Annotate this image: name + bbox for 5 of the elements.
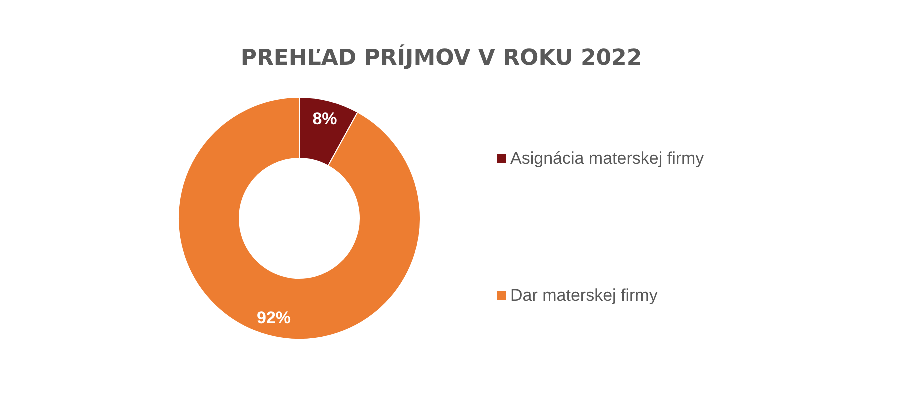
legend-label: Asignácia materskej firmy [510, 149, 705, 168]
data-label: 92% [256, 308, 292, 328]
data-label: 8% [312, 110, 338, 129]
legend-label: Dar materskej firmy [510, 286, 658, 305]
chart-title: PREHĽAD PRÍJMOV V ROKU 2022 [240, 44, 642, 71]
